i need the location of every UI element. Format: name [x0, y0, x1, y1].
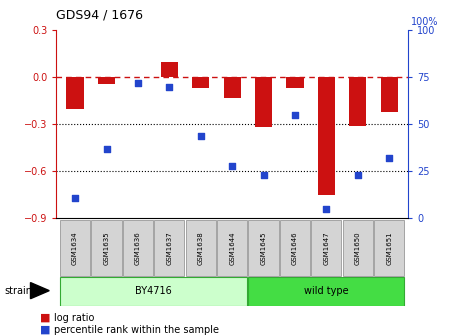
Text: GSM1634: GSM1634 [72, 231, 78, 265]
Text: strain: strain [5, 286, 33, 296]
Text: ■: ■ [40, 325, 50, 335]
Text: wild type: wild type [304, 287, 348, 296]
Bar [343, 220, 373, 276]
Bar [217, 220, 247, 276]
Bar [154, 220, 184, 276]
Point [323, 206, 330, 212]
Text: GSM1651: GSM1651 [386, 231, 392, 265]
Text: GSM1647: GSM1647 [323, 231, 329, 265]
Text: GSM1635: GSM1635 [104, 231, 110, 265]
Bar [311, 220, 341, 276]
Text: ■: ■ [40, 312, 50, 323]
Text: GSM1645: GSM1645 [261, 231, 266, 264]
Bar [60, 277, 247, 306]
Text: GSM1636: GSM1636 [135, 231, 141, 265]
Text: GDS94 / 1676: GDS94 / 1676 [56, 9, 144, 22]
Point [71, 195, 79, 200]
Bar [287, 77, 303, 88]
Bar [249, 220, 279, 276]
Bar [380, 77, 398, 112]
Point [197, 133, 204, 138]
Text: GSM1650: GSM1650 [355, 231, 361, 265]
Point [134, 80, 142, 86]
Bar [123, 220, 153, 276]
Point [291, 112, 299, 118]
Text: log ratio: log ratio [54, 312, 94, 323]
Text: GSM1638: GSM1638 [198, 231, 204, 265]
Bar [91, 220, 121, 276]
Bar [349, 77, 366, 126]
Point [354, 172, 362, 178]
Point [386, 156, 393, 161]
Text: GSM1646: GSM1646 [292, 231, 298, 265]
Bar [192, 77, 209, 88]
Bar [98, 77, 115, 84]
Bar [255, 77, 272, 127]
Bar [186, 220, 216, 276]
Point [103, 146, 110, 152]
Polygon shape [30, 283, 49, 299]
Point [228, 163, 236, 168]
Bar [280, 220, 310, 276]
Text: BY4716: BY4716 [135, 287, 172, 296]
Bar [374, 220, 404, 276]
Bar [249, 277, 404, 306]
Text: percentile rank within the sample: percentile rank within the sample [54, 325, 219, 335]
Bar [60, 220, 90, 276]
Text: GSM1644: GSM1644 [229, 231, 235, 264]
Bar [67, 77, 84, 109]
Text: GSM1637: GSM1637 [166, 231, 172, 265]
Bar [318, 77, 335, 195]
Bar [161, 61, 178, 77]
Point [260, 172, 267, 178]
Text: 100%: 100% [411, 17, 439, 28]
Point [166, 84, 173, 89]
Bar [224, 77, 241, 98]
